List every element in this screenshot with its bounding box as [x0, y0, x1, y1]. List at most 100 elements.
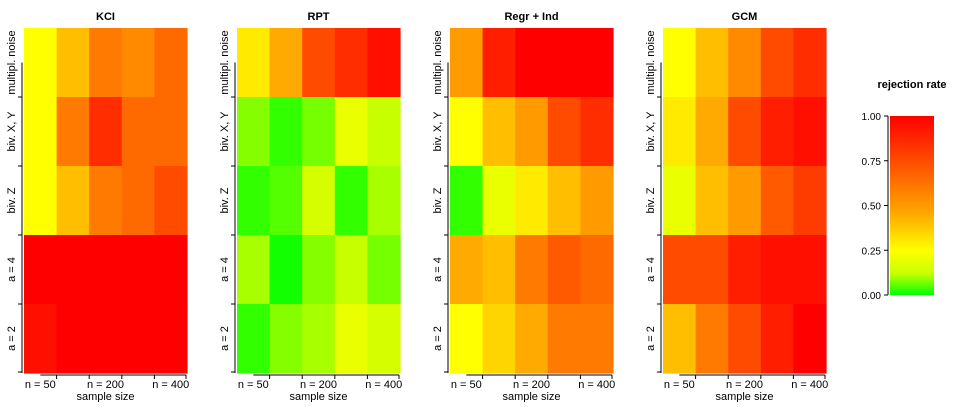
heatmap-cell: [760, 97, 794, 167]
panel-2: RPT multipl. noise biv. X, Y biv. Z a = 4 a =…: [219, 11, 402, 403]
heatmap-cell: [515, 166, 549, 236]
heatmap-cell: [121, 304, 155, 374]
heatmap-cell: [56, 97, 90, 167]
heatmap-cell: [56, 166, 90, 236]
panel-1: KCI multipl. noise biv. X, Y biv. Z a = 4 a =…: [6, 11, 189, 403]
heatmap-cell: [367, 97, 401, 167]
y-tick-label: biv. X, Y: [432, 111, 444, 152]
colorbar-title: rejection rate: [877, 79, 946, 91]
heatmap-cell: [728, 235, 762, 305]
heatmap-cell: [302, 304, 336, 374]
x-axis-label: sample size: [76, 391, 134, 402]
heatmap-cell: [482, 304, 516, 374]
heatmap-cell: [482, 166, 516, 236]
heatmap-cell: [547, 97, 581, 167]
heatmap-cell: [154, 235, 188, 305]
colorbar-tick-label: 0.25: [862, 246, 882, 257]
y-tick-label: a = 2: [645, 326, 657, 351]
heatmap-cell: [121, 97, 155, 167]
heatmap-cell: [24, 28, 58, 98]
heatmap-cell: [760, 304, 794, 374]
x-tick-label: n = 400: [365, 379, 402, 391]
heatmap-cell: [547, 235, 581, 305]
heatmap-cell: [515, 304, 549, 374]
y-tick-label: biv. Z: [6, 187, 18, 213]
heatmap-cell: [450, 235, 484, 305]
heatmap-panels: KCI multipl. noise biv. X, Y biv. Z a = 4 a =…: [6, 11, 828, 403]
colorbar: rejection rate 1.00 0.75 0.50 0.25 0.00: [862, 79, 947, 302]
heatmap-cell: [695, 97, 729, 167]
y-tick-label: a = 2: [432, 326, 444, 351]
heatmap-cell: [580, 166, 614, 236]
x-tick-label: n = 50: [25, 379, 56, 391]
y-tick-label: a = 2: [219, 326, 231, 351]
heatmap-cell: [760, 166, 794, 236]
x-tick-label: n = 400: [152, 379, 189, 391]
x-tick-label: n = 200: [87, 379, 124, 391]
heatmap-cell: [728, 166, 762, 236]
heatmap-cell: [302, 166, 336, 236]
colorbar-tick-label: 0.75: [862, 157, 882, 168]
heatmap-cell: [367, 166, 401, 236]
heatmap-cell: [56, 304, 90, 374]
heatmap-cell: [89, 235, 123, 305]
heatmap-cell: [334, 28, 368, 98]
heatmap-cell: [450, 166, 484, 236]
heatmap-cell: [334, 304, 368, 374]
panel-title: RPT: [308, 11, 330, 23]
x-axis-label: sample size: [289, 391, 347, 402]
heatmap-cell: [269, 97, 303, 167]
heatmap-cell: [24, 235, 58, 305]
x-tick-label: n = 50: [238, 379, 269, 391]
heatmap-cell: [482, 235, 516, 305]
heatmap-cell: [760, 235, 794, 305]
heatmap-cell: [56, 28, 90, 98]
heatmap-cell: [482, 97, 516, 167]
heatmap-cell: [89, 304, 123, 374]
heatmap-cell: [24, 304, 58, 374]
heatmap-cell: [793, 304, 827, 374]
heatmap-cell: [580, 304, 614, 374]
heatmap-cell: [334, 97, 368, 167]
x-tick-label: n = 200: [513, 379, 550, 391]
y-tick-label: biv. X, Y: [219, 111, 231, 152]
x-tick-label: n = 200: [300, 379, 337, 391]
heatmap-cell: [760, 28, 794, 98]
heatmap-cell: [450, 28, 484, 98]
heatmap-cell: [793, 97, 827, 167]
heatmap-cell: [154, 304, 188, 374]
heatmap-cell: [695, 235, 729, 305]
y-tick-label: biv. Z: [432, 187, 444, 213]
heatmap-cell: [237, 235, 271, 305]
y-tick-label: multipl. noise: [219, 30, 231, 94]
heatmap-cell: [302, 28, 336, 98]
heatmap-cell: [154, 97, 188, 167]
heatmap-cell: [269, 28, 303, 98]
heatmap-cell: [793, 235, 827, 305]
heatmap-cell: [334, 235, 368, 305]
panel-title: GCM: [732, 11, 758, 23]
heatmap-cell: [56, 235, 90, 305]
heatmap-cell: [450, 304, 484, 374]
heatmap-cell: [154, 28, 188, 98]
y-tick-label: biv. X, Y: [645, 111, 657, 152]
heatmap-cell: [793, 28, 827, 98]
heatmap-cell: [24, 97, 58, 167]
heatmap-cell: [121, 235, 155, 305]
heatmap-cell: [154, 166, 188, 236]
heatmap-cell: [728, 28, 762, 98]
heatmap-cell: [515, 28, 549, 98]
heatmap-cell: [663, 235, 697, 305]
x-tick-label: n = 200: [726, 379, 763, 391]
x-tick-label: n = 50: [451, 379, 482, 391]
heatmap-cell: [663, 304, 697, 374]
panel-title: Regr + Ind: [504, 11, 558, 23]
heatmap-cell: [237, 304, 271, 374]
heatmap-cell: [695, 28, 729, 98]
heatmap-cell: [728, 97, 762, 167]
heatmap-cell: [728, 304, 762, 374]
heatmap-cell: [121, 28, 155, 98]
y-tick-label: biv. X, Y: [6, 111, 18, 152]
heatmap-cell: [269, 304, 303, 374]
y-tick-label: a = 4: [432, 257, 444, 282]
